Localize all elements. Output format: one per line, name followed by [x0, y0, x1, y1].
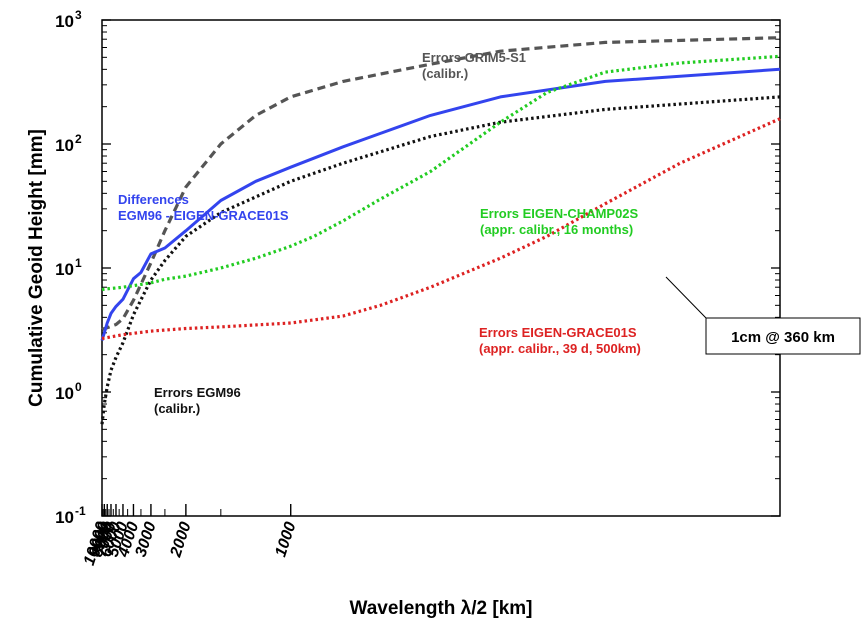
series-label-0: Errors GRIM5-S1 [422, 50, 526, 65]
series-line-2 [100, 95, 781, 425]
y-tick-base: 10 [55, 136, 74, 155]
y-tick-label: 10 [55, 136, 74, 155]
series-line-0 [101, 36, 781, 331]
series-labels: Errors GRIM5-S1(calibr.)DifferencesEGM96… [118, 50, 641, 416]
series-label-4: Errors EIGEN-GRACE01S [479, 325, 637, 340]
y-tick-exponent: 1 [75, 256, 82, 270]
annotation-box [705, 317, 861, 355]
series-label-1: Differences [118, 192, 189, 207]
annotation-text: 1cm @ 360 km [731, 329, 835, 346]
series-layer [100, 36, 781, 425]
x-tick-label: 2000 [167, 520, 195, 560]
series-label-3: Errors EIGEN-CHAMP02S [480, 206, 639, 221]
y-tick-exponent: -1 [75, 504, 86, 518]
y-tick-exponent: 0 [75, 380, 82, 394]
y-tick-base: 10 [55, 260, 74, 279]
y-tick-exponent: 3 [75, 8, 82, 22]
annotation-leader [665, 276, 707, 319]
series-label-4: (appr. calibr., 39 d, 500km) [479, 341, 641, 356]
y-tick-label: 10 [55, 12, 74, 31]
series-label-1: EGM96 - EIGEN-GRACE01S [118, 208, 289, 223]
series-line-4 [101, 117, 781, 341]
y-tick-base: 10 [55, 12, 74, 31]
annotation-callout: 1cm @ 360 km [665, 276, 861, 355]
series-label-2: (calibr.) [154, 401, 200, 416]
y-tick-label: 10 [55, 508, 74, 527]
y-tick-base: 10 [55, 384, 74, 403]
x-tick-label: 1000 [272, 520, 299, 559]
series-label-0: (calibr.) [422, 66, 468, 81]
series-line-3 [101, 54, 781, 292]
y-tick-label: 10 [55, 260, 74, 279]
y-tick-label: 10 [55, 384, 74, 403]
y-tick-base: 10 [55, 508, 74, 527]
series-label-2: Errors EGM96 [154, 385, 241, 400]
series-line-1 [100, 67, 781, 341]
y-axis-title: Cumulative Geoid Height [mm] [26, 129, 47, 407]
x-axis-title: Wavelength λ/2 [km] [349, 598, 532, 619]
y-tick-exponent: 2 [75, 132, 82, 146]
series-label-3: (appr. calibr., 16 months) [480, 222, 633, 237]
plot-frame [101, 19, 781, 517]
